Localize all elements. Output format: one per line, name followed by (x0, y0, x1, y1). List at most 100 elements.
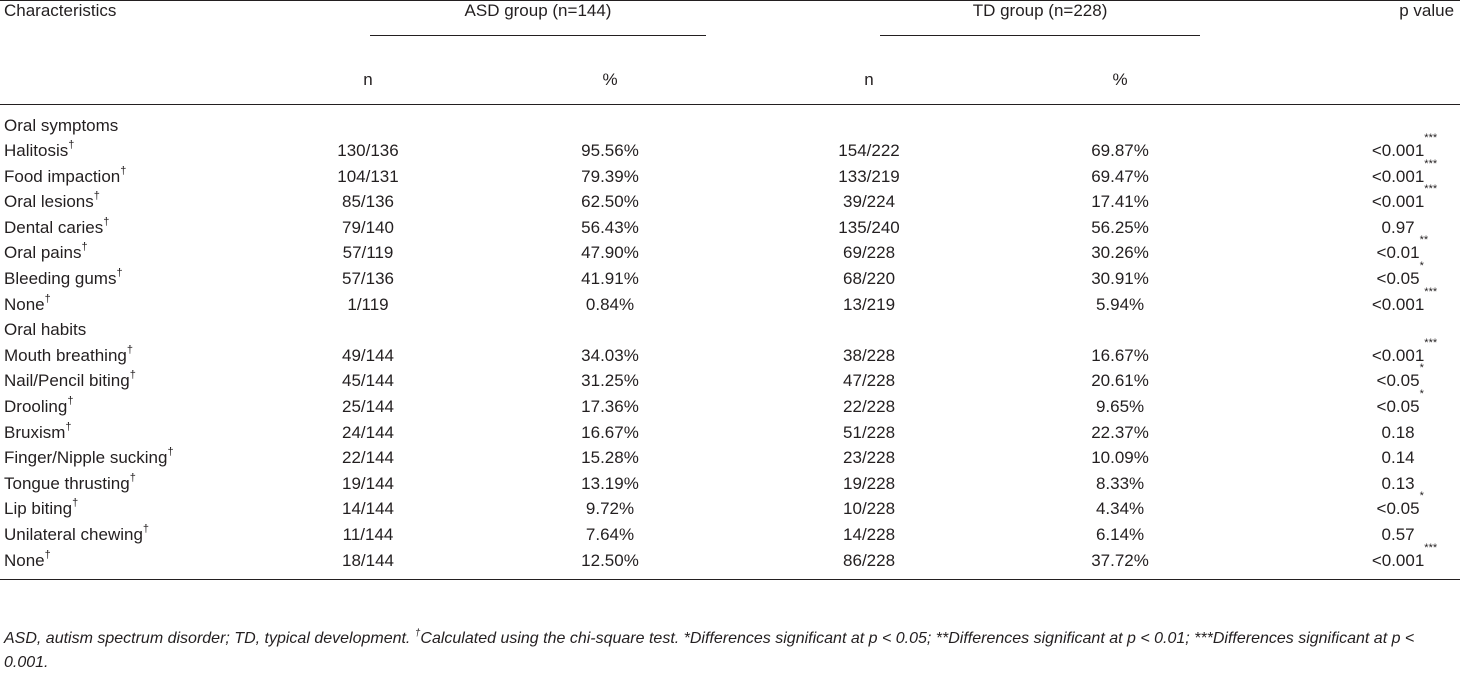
td-group-header: TD group (n=228) (706, 1, 1216, 56)
p-value-cell: <0.05 * (1376, 260, 1424, 289)
asd-pct-cell: 95.56% (581, 141, 639, 161)
table-row: Tongue thrusting† 19/144 13.19% 19/228 8.33%… (0, 471, 1460, 497)
td-n-cell: 68/220 (843, 269, 896, 289)
td-pct-cell: 22.37% (1091, 422, 1149, 442)
td-n-cell: 154/222 (838, 141, 900, 161)
table-row: Oral pains† 57/119 47.90% 69/228 30.26% <0.01… (0, 234, 1460, 266)
asd-n-cell: 45/144 (342, 371, 394, 391)
asd-pct-cell: 13.19% (581, 473, 639, 493)
dagger-mark: † (72, 497, 79, 510)
table-row: None† 1/119 0.84% 13/219 5.94% <0.001 *** (0, 285, 1460, 318)
asd-pct-cell: 47.90% (581, 243, 639, 263)
table-row: Unilateral chewing† 11/144 7.64% 14/228 6.14… (0, 522, 1460, 548)
p-value-cell: <0.001 *** (1371, 132, 1438, 161)
p-value-cell: <0.05 * (1376, 490, 1424, 519)
asd-pct-cell: 9.72% (585, 499, 635, 519)
dagger-mark: † (68, 139, 75, 152)
td-n-cell: 22/228 (843, 397, 896, 417)
asd-n-cell: 11/144 (342, 525, 394, 544)
td-n-cell: 51/228 (843, 422, 896, 442)
dagger-mark: † (67, 395, 74, 408)
dagger-mark: † (44, 292, 51, 305)
td-pct-cell: 69.47% (1091, 166, 1149, 186)
section-label: Oral symptoms (4, 115, 119, 135)
dagger-mark: † (93, 190, 100, 203)
td-n-cell: 13/219 (843, 294, 896, 314)
characteristics-header: Characteristics (4, 1, 117, 20)
dagger-mark: † (129, 369, 136, 382)
row-label: Oral lesions† (4, 190, 100, 212)
td-pct-cell: 37.72% (1091, 550, 1149, 570)
dagger-mark: † (142, 523, 150, 535)
table-row: Nail/Pencil biting† 45/144 31.25% 47/228 20.… (0, 362, 1460, 394)
td-n-header: n (864, 69, 874, 89)
row-label: None† (4, 548, 51, 570)
dagger-mark: † (44, 548, 51, 561)
header-row-groups: Characteristics ASD group (n=144) TD gro… (0, 0, 1460, 56)
td-n-cell: 10/228 (843, 499, 896, 519)
dagger-mark: † (103, 215, 110, 228)
td-group-label: TD group (n=228) (880, 1, 1201, 36)
footnote-dagger: † (414, 628, 421, 639)
p-value-cell: 0.18 (1381, 422, 1415, 442)
p-value-cell: <0.01 ** (1376, 234, 1429, 263)
td-pct-cell: 4.34% (1095, 499, 1145, 519)
section-row: Oral habits (0, 317, 1460, 343)
section-row: Oral symptoms (0, 104, 1460, 138)
asd-pct-cell: 15.28% (581, 448, 639, 468)
row-label: Lip biting† (4, 497, 79, 519)
section-label: Oral habits (4, 320, 87, 340)
p-value-cell: 0.57 (1381, 525, 1415, 544)
dagger-mark: † (126, 343, 133, 356)
dagger-mark: † (167, 446, 174, 459)
asd-group-label: ASD group (n=144) (370, 1, 706, 36)
p-value-cell: <0.001 *** (1371, 285, 1438, 314)
asd-n-cell: 22/144 (342, 448, 394, 468)
table-row: Lip biting† 14/144 9.72% 10/228 4.34% <0.05 * (0, 490, 1460, 522)
td-n-cell: 38/228 (843, 345, 896, 365)
asd-group-header: ASD group (n=144) (230, 1, 706, 56)
table-row: None† 18/144 12.50% 86/228 37.72% <0.001 *** (0, 541, 1460, 580)
asd-pct-cell: 16.67% (581, 422, 639, 442)
table-row: Drooling† 25/144 17.36% 22/228 9.65% <0.05 * (0, 389, 1460, 420)
table-body: Oral symptoms Halitosis† 130/136 95.56% 154/… (0, 104, 1460, 580)
td-n-cell: 19/228 (843, 473, 896, 493)
asd-pct-cell: 41.91% (581, 269, 639, 289)
p-value-cell: <0.001 *** (1371, 183, 1438, 212)
dagger-mark: † (120, 164, 127, 177)
asd-n-cell: 24/144 (342, 422, 394, 442)
td-n-cell: 69/228 (843, 243, 896, 263)
results-table: Characteristics ASD group (n=144) TD gro… (0, 0, 1460, 580)
asd-n-cell: 130/136 (337, 141, 399, 161)
td-pct-cell: 17.41% (1091, 192, 1149, 212)
row-label: Food impaction† (4, 164, 127, 186)
td-n-cell: 39/224 (843, 192, 896, 212)
td-pct-cell: 16.67% (1091, 345, 1149, 365)
p-value-cell: <0.001 *** (1371, 336, 1438, 365)
row-label: Oral pains† (4, 241, 88, 263)
row-label: Nail/Pencil biting† (4, 369, 136, 391)
td-pct-header: % (1112, 69, 1128, 89)
td-n-cell: 23/228 (843, 448, 896, 468)
row-label: Bleeding gums† (4, 267, 123, 289)
table-row: Halitosis† 130/136 95.56% 154/222 69.87% <0.0… (0, 132, 1460, 164)
asd-n-cell: 104/131 (337, 166, 399, 186)
asd-pct-cell: 12.50% (581, 550, 639, 570)
row-label: Finger/Nipple sucking† (4, 446, 174, 468)
td-pct-cell: 9.65% (1095, 397, 1145, 417)
dagger-mark: † (65, 420, 72, 433)
asd-n-cell: 25/144 (342, 397, 394, 417)
td-pct-cell: 69.87% (1091, 141, 1149, 161)
p-value-cell: <0.05 * (1376, 362, 1424, 391)
dagger-mark: † (81, 241, 88, 254)
p-value-cell: <0.001 *** (1371, 541, 1438, 570)
td-n-cell: 14/228 (843, 525, 896, 544)
asd-pct-cell: 7.64% (585, 525, 635, 544)
footnote-significance: Calculated using the chi-square test. *D… (4, 630, 1415, 671)
asd-n-cell: 19/144 (342, 473, 394, 493)
table-row: Food impaction† 104/131 79.39% 133/219 69.47… (0, 158, 1460, 190)
table-row: Oral lesions† 85/136 62.50% 39/224 17.41% <0.… (0, 183, 1460, 215)
td-pct-cell: 5.94% (1095, 294, 1145, 314)
p-value-cell: 0.13 (1381, 473, 1415, 493)
